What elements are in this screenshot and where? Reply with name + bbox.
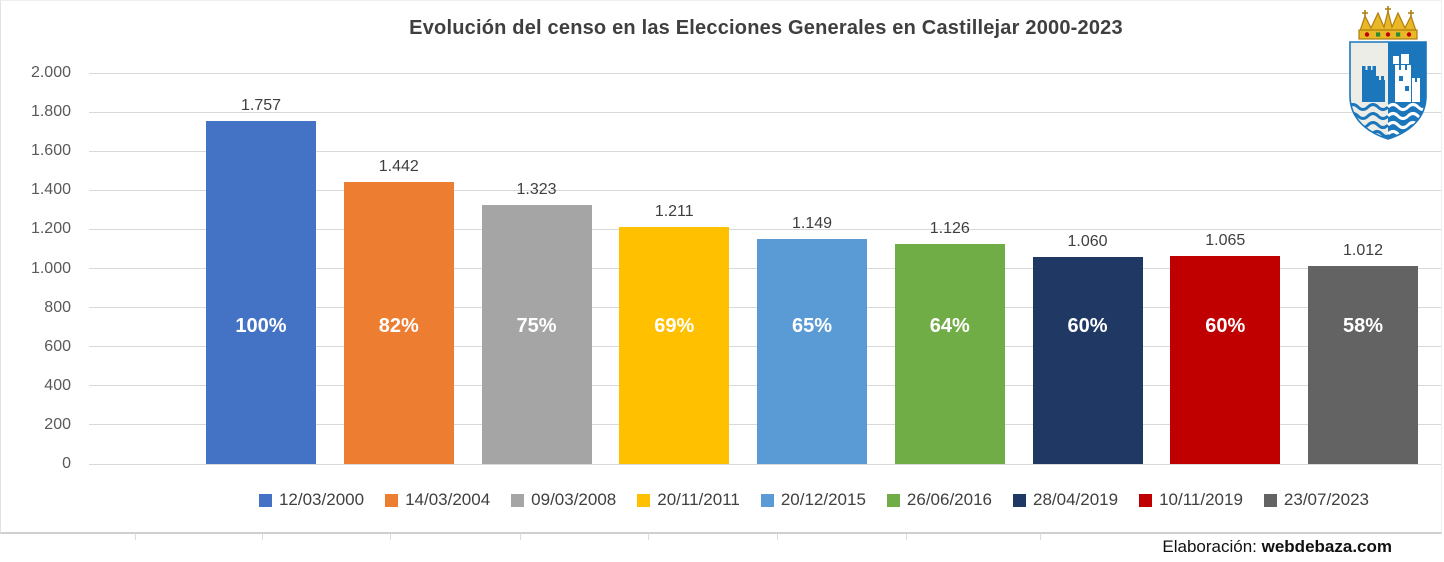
legend-item: 20/11/2011 bbox=[637, 490, 740, 510]
bar-percent-label: 60% bbox=[1205, 315, 1246, 337]
y-axis: 2.000 1.800 1.600 1.400 1.200 1.000 800 600 400 2… bbox=[1, 64, 71, 472]
credit-prefix: Elaboración: bbox=[1162, 537, 1262, 556]
bar bbox=[619, 227, 730, 464]
legend-marker bbox=[886, 493, 900, 507]
legend-marker bbox=[385, 493, 399, 507]
legend-item: 20/12/2015 bbox=[760, 490, 866, 510]
bar bbox=[1170, 255, 1281, 464]
legend-item: 26/06/2016 bbox=[886, 490, 992, 510]
bar-value-label: 1.065 bbox=[1205, 231, 1246, 249]
bar bbox=[1032, 256, 1143, 464]
legend-marker bbox=[1013, 493, 1026, 507]
bar-value-label: 1.211 bbox=[654, 203, 694, 221]
gridline bbox=[89, 228, 1441, 230]
castle-icon bbox=[1362, 66, 1385, 102]
y-axis-tick: 800 bbox=[44, 298, 71, 316]
legend-item: 12/03/2000 bbox=[258, 490, 365, 510]
bar bbox=[343, 182, 454, 464]
legend-label: 20/12/2015 bbox=[780, 490, 866, 509]
bar-percent-label: 69% bbox=[654, 315, 695, 337]
legend-item: 14/03/2004 bbox=[385, 490, 490, 510]
bar-value-label: 1.442 bbox=[378, 158, 419, 176]
legend-item: 23/07/2023 bbox=[1263, 490, 1370, 510]
legend-item: 28/04/2019 bbox=[1013, 490, 1118, 510]
crown-icon bbox=[1358, 6, 1418, 40]
legend-item: 09/03/2008 bbox=[511, 490, 616, 510]
y-axis-tick: 200 bbox=[44, 415, 71, 433]
cell-border bbox=[648, 534, 649, 540]
plot-area: 1.757 100% 1.442 82% 1.323 75% 1.211 69% 1.149 65… bbox=[89, 72, 1441, 465]
legend-item: 10/11/2019 bbox=[1139, 490, 1243, 510]
gridline bbox=[89, 189, 1441, 191]
legend-label: 20/11/2011 bbox=[657, 490, 740, 509]
bar-percent-label: 58% bbox=[1342, 315, 1384, 337]
legend-marker bbox=[1263, 493, 1277, 507]
bar bbox=[1308, 266, 1418, 464]
credit-line: Elaboración: webdebaza.com bbox=[1162, 537, 1392, 557]
cell-border bbox=[520, 534, 521, 540]
legend-label: 10/11/2019 bbox=[1159, 490, 1243, 509]
bar-percent-label: 100% bbox=[235, 315, 287, 337]
castle-icon bbox=[1393, 54, 1420, 102]
y-axis-tick: 1.200 bbox=[30, 220, 71, 238]
cell-border bbox=[1040, 534, 1041, 540]
bar-value-label: 1.323 bbox=[516, 181, 557, 199]
gridline bbox=[89, 111, 1441, 113]
gridline bbox=[89, 72, 1441, 74]
legend-marker bbox=[511, 493, 525, 507]
legend: 12/03/2000 14/03/2004 09/03/2008 20/11/2011… bbox=[191, 490, 1437, 510]
legend-label: 26/06/2016 bbox=[906, 490, 992, 509]
legend-label: 23/07/2023 bbox=[1283, 490, 1370, 509]
legend-label: 14/03/2004 bbox=[405, 490, 491, 509]
bar-percent-label: 75% bbox=[516, 315, 557, 337]
y-axis-tick: 600 bbox=[44, 337, 71, 355]
gridline bbox=[89, 150, 1441, 152]
y-axis-tick: 0 bbox=[62, 455, 71, 472]
bar-value-label: 1.149 bbox=[791, 215, 833, 233]
y-axis-tick: 1.800 bbox=[30, 103, 71, 121]
y-axis-tick: 1.400 bbox=[30, 181, 71, 199]
legend-label: 28/04/2019 bbox=[1033, 490, 1119, 509]
cell-border bbox=[262, 534, 263, 540]
spreadsheet-row: Elaboración: webdebaza.com bbox=[0, 534, 1444, 562]
legend-marker bbox=[760, 493, 774, 507]
bar bbox=[757, 239, 867, 464]
bar-value-label: 1.060 bbox=[1067, 232, 1108, 250]
bar bbox=[481, 205, 592, 464]
y-axis-tick: 2.000 bbox=[30, 64, 71, 81]
census-bar-chart: Evolución del censo en las Elecciones Ge… bbox=[0, 0, 1442, 534]
cell-border bbox=[906, 534, 907, 540]
bar bbox=[894, 243, 1005, 464]
bar bbox=[206, 120, 316, 464]
bar-value-label: 1.012 bbox=[1342, 242, 1384, 260]
bar-value-label: 1.126 bbox=[929, 219, 970, 237]
y-axis-tick: 1.000 bbox=[30, 259, 71, 277]
legend-marker bbox=[258, 493, 272, 507]
chart-title: Evolución del censo en las Elecciones Ge… bbox=[409, 17, 1123, 39]
castillejar-coat-of-arms-icon bbox=[1349, 6, 1427, 140]
cell-border bbox=[390, 534, 391, 540]
y-axis-tick: 400 bbox=[44, 376, 71, 394]
bar-percent-label: 65% bbox=[791, 315, 833, 337]
bar-percent-label: 60% bbox=[1067, 315, 1108, 337]
credit-brand: webdebaza.com bbox=[1261, 537, 1392, 556]
legend-label: 09/03/2008 bbox=[531, 490, 617, 509]
bar-percent-label: 82% bbox=[378, 315, 419, 337]
cell-border bbox=[135, 534, 136, 540]
cell-border bbox=[777, 534, 778, 540]
gridline bbox=[89, 463, 1441, 465]
bar-percent-label: 64% bbox=[929, 315, 970, 337]
legend-label: 12/03/2000 bbox=[278, 490, 365, 509]
legend-marker bbox=[1139, 493, 1153, 507]
y-axis-tick: 1.600 bbox=[30, 142, 71, 160]
legend-marker bbox=[637, 493, 651, 507]
bar-value-label: 1.757 bbox=[240, 96, 282, 114]
